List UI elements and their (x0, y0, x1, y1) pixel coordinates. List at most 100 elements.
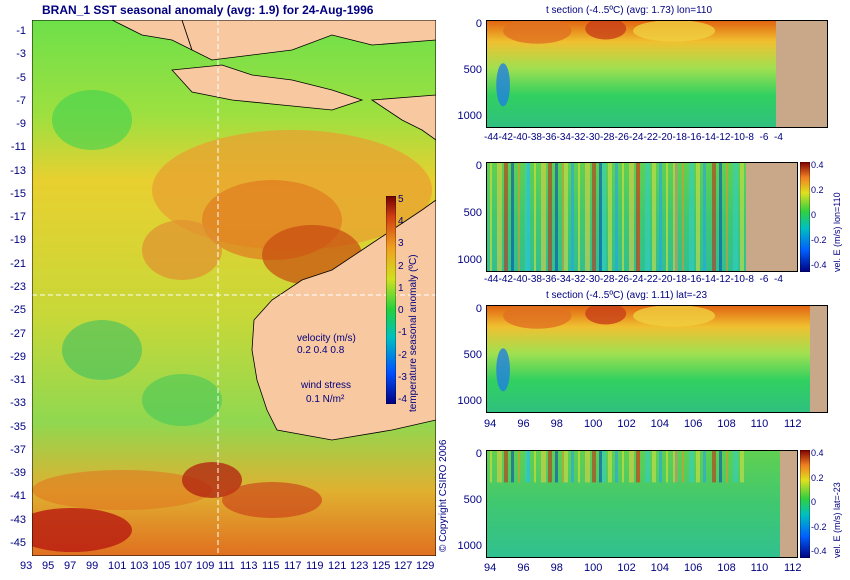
map-lon-tick: 121 (328, 560, 347, 572)
velocity-streak (599, 162, 602, 272)
velocity-streak (599, 450, 602, 483)
panel-title: t section (-4..5ºC) (avg: 1.11) lat=-23 (546, 290, 708, 301)
panel-x-tick: 104 (650, 562, 670, 574)
map-lat-tick: -5 (16, 71, 26, 84)
panel-x-tick: 96 (517, 418, 530, 430)
panel-x-tick: 112 (784, 562, 802, 574)
velocity-streak (541, 162, 546, 272)
map-lon-tick: 111 (218, 560, 235, 572)
land-sumatra (111, 20, 193, 51)
panel-x-tick: -6 (759, 274, 769, 285)
map-colorbar-tick: -4 (398, 394, 407, 405)
velocity-streak (592, 450, 596, 483)
panel-x-tick: -8 (745, 132, 754, 143)
velocity-streak (673, 450, 678, 483)
panel-x-tick: -18 (672, 132, 687, 143)
panel-y-tick: 0 (475, 18, 482, 30)
velocity-streak (555, 450, 558, 483)
map-lon-tick: 105 (152, 560, 171, 572)
velocity-streak (666, 450, 668, 483)
panel-x-tick: -30 (585, 274, 600, 285)
map-lon-tick: 107 (174, 560, 193, 572)
map-colorbar-tick: -2 (398, 349, 407, 361)
panel-x-tick: -24 (629, 132, 644, 143)
velocity-streak (518, 450, 520, 483)
velocity-streak (696, 450, 700, 483)
panel-x-tick: -26 (614, 274, 629, 285)
velocity-streak (585, 162, 590, 272)
velocity-streak (571, 450, 574, 483)
panel-x-tick: -14 (701, 132, 716, 143)
velocity-streak (511, 450, 514, 483)
velocity-streak (689, 450, 694, 483)
panel-y-tick: 500 (463, 349, 482, 361)
velocity-colorbar-tick: 0 (811, 497, 817, 507)
panel-x-tick: 110 (750, 418, 769, 430)
wind-legend-label: wind stress (301, 380, 352, 391)
map-colorbar-tick: 1 (398, 282, 404, 294)
velocity-streak (615, 450, 618, 483)
panel-x-tick: 106 (684, 418, 703, 430)
map-colorbar-ticks: 5 4 3 2 1 0 -1 -2 -3 -4 (398, 194, 412, 405)
panel-y-tick: 500 (463, 494, 482, 506)
velocity-streak (562, 162, 564, 272)
velocity-streak (622, 450, 624, 483)
velocity-streak (562, 450, 564, 483)
panel-x-tick: -10 (730, 274, 745, 285)
panel-x-tick: 108 (717, 418, 736, 430)
map-lon-tick: 103 (130, 560, 149, 572)
map-lat-tick: -27 (10, 327, 26, 340)
map-lon-tick: 129 (416, 560, 435, 572)
land-mask (776, 20, 828, 128)
velocity-streak (652, 450, 656, 483)
section-feature (503, 305, 572, 329)
velocity-streak (659, 450, 662, 483)
panel-x-tick: 98 (550, 418, 563, 430)
map-lat-tick: -29 (10, 350, 26, 363)
velocity-section-panel (486, 450, 798, 558)
panel-x-tick: -28 (600, 132, 615, 143)
panel-y-tick: 0 (475, 448, 482, 460)
map-lon-tick: 117 (284, 560, 302, 572)
land-mask (780, 450, 798, 558)
panel-x-tick: -8 (745, 274, 754, 285)
velocity-streak (578, 450, 580, 483)
panel-x-tick: -36 (542, 274, 557, 285)
panel-x-tick: -44 (484, 132, 499, 143)
section-feature (496, 348, 510, 392)
panel-y-tick: 500 (463, 64, 482, 76)
velocity-streak (636, 162, 640, 272)
velocity-colorbar-tick: -0.4 (811, 260, 827, 270)
panel-x-tick: -38 (527, 132, 542, 143)
land-timor (370, 94, 436, 141)
land-mask (746, 162, 798, 272)
velocity-streak (608, 450, 612, 483)
panel-x-tick: 108 (717, 562, 736, 574)
velocity-streak (578, 162, 580, 272)
velocity-streak (636, 450, 640, 483)
map-lat-tick: -19 (10, 234, 26, 247)
velocity-colorbar-label: vel. E (m/s) lat=-23 (832, 482, 842, 558)
panel-x-tick: -18 (672, 274, 687, 285)
velocity-streak (645, 450, 650, 483)
panel-y-tick: 1000 (457, 540, 482, 552)
panel-x-tick: 112 (784, 418, 802, 430)
panel-x-tick: -38 (527, 274, 542, 285)
map-lat-tick: -7 (16, 94, 26, 107)
velocity-streak (504, 162, 508, 272)
map-colorbar-tick: 3 (398, 238, 404, 250)
panel-x-tick: 102 (617, 562, 636, 574)
velocity-streak (726, 162, 728, 272)
map-lat-tick: -23 (10, 281, 26, 293)
map-lat-tick: -41 (10, 490, 26, 503)
velocity-streak (622, 162, 624, 272)
panel-x-tick: -14 (701, 274, 716, 285)
panel-x-tick: -24 (629, 274, 644, 285)
velocity-streak (564, 450, 568, 483)
velocity-streak (703, 162, 706, 272)
velocity-streak (534, 450, 536, 483)
map-lon-tick: 97 (64, 560, 77, 572)
velocity-streak (490, 450, 492, 483)
panel-x-tick: -22 (643, 132, 658, 143)
map-lat-tick: -1 (16, 25, 26, 37)
